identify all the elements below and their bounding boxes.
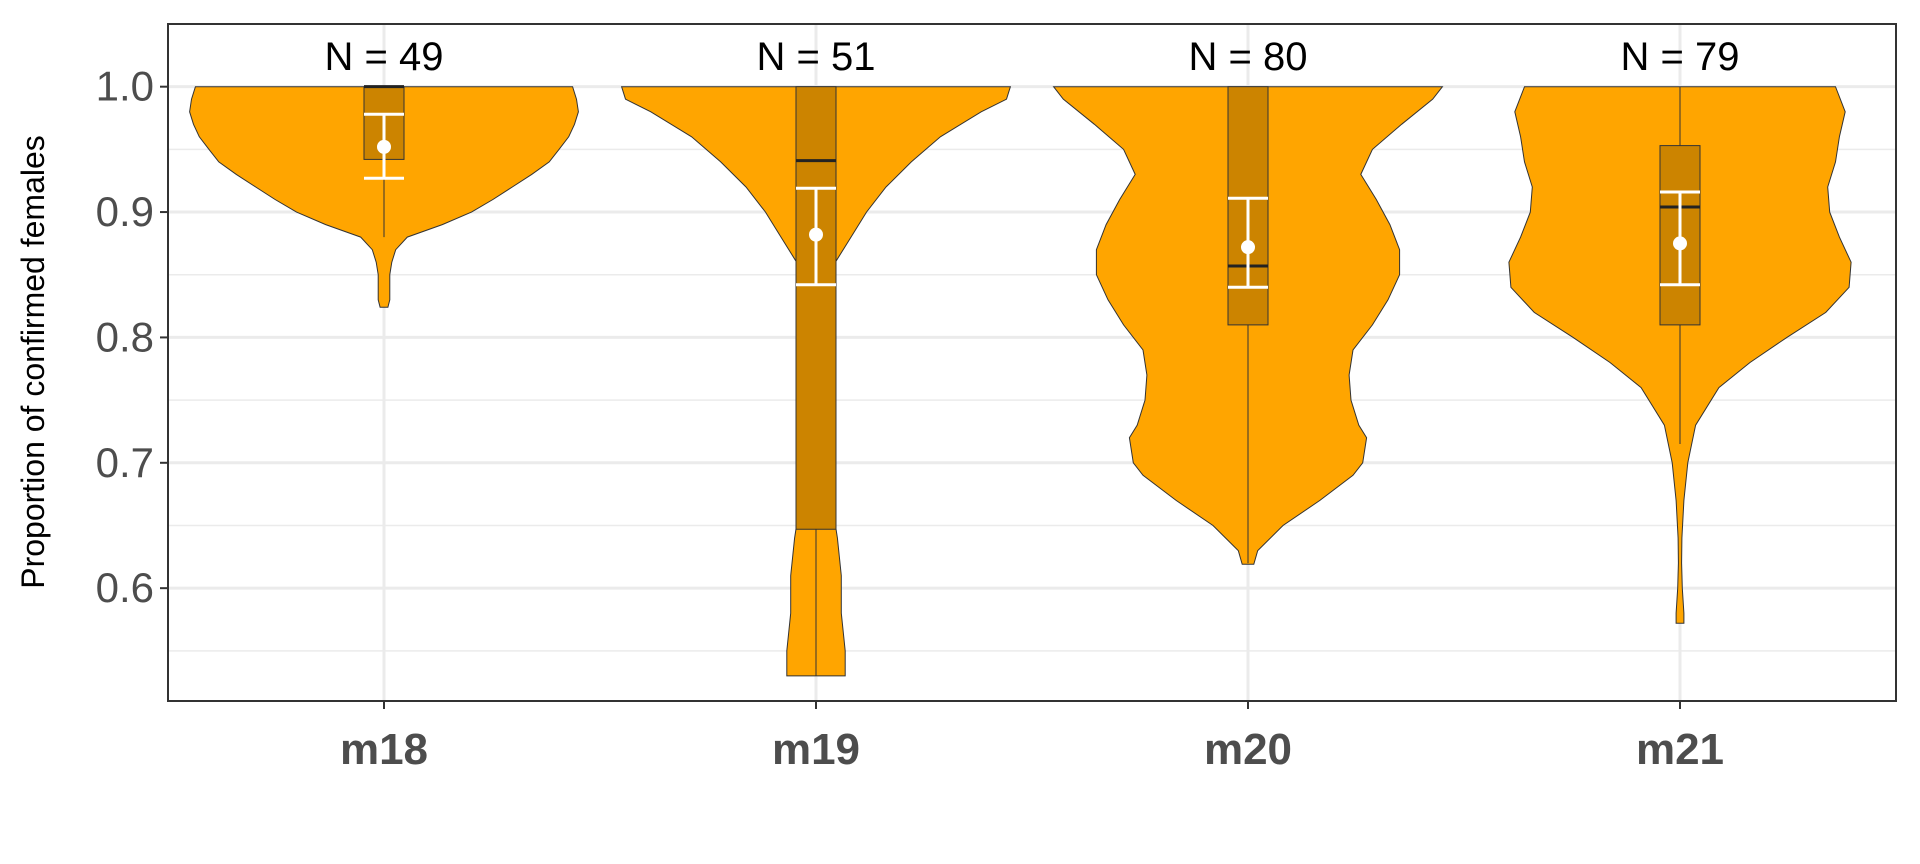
y-tick-label: 0.7 — [96, 439, 154, 486]
n-label-m20: N = 80 — [1189, 35, 1308, 79]
x-tick-label-m19: m19 — [772, 725, 860, 774]
mean-markers — [364, 112, 1700, 289]
y-tick-label: 0.8 — [96, 313, 154, 360]
box-m19 — [795, 86, 837, 530]
plot-panel-border — [167, 23, 1897, 702]
n-label-m18: N = 49 — [325, 35, 444, 79]
boxes — [363, 85, 1701, 676]
x-tick-label-m21: m21 — [1636, 725, 1724, 774]
x-tick-label-m20: m20 — [1204, 725, 1292, 774]
x-axis-ticks: m18 m19 m20 m21 — [340, 701, 1724, 774]
mean-point-m18 — [377, 139, 391, 154]
y-tick-label: 0.6 — [96, 564, 154, 611]
mean-point-m19 — [809, 227, 823, 242]
n-labels: N = 49 N = 51 N = 80 N = 79 — [325, 35, 1740, 79]
y-axis-title: Proportion of confirmed females — [15, 135, 51, 589]
y-tick-label: 1.0 — [96, 63, 154, 110]
n-label-m21: N = 79 — [1621, 35, 1740, 79]
x-tick-label-m18: m18 — [340, 725, 428, 774]
mean-point-m21 — [1673, 236, 1687, 251]
n-label-m19: N = 51 — [757, 35, 876, 79]
y-tick-label: 0.9 — [96, 188, 154, 235]
mean-point-m20 — [1241, 240, 1255, 255]
y-axis-ticks: 0.6 0.7 0.8 0.9 1.0 — [96, 63, 168, 611]
